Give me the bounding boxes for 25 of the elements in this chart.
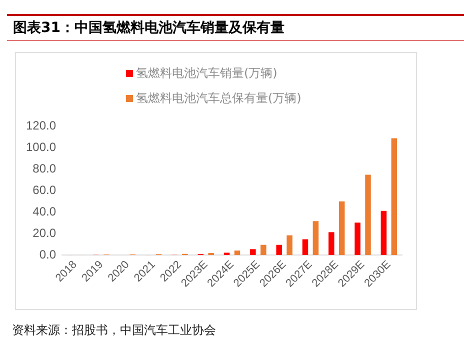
bar [286,235,292,256]
bar [380,210,387,256]
text: 资料来源：招股书，中国汽车工业协会 [12,322,216,339]
bar [391,138,398,256]
chart-title: 图表31：中国氢燃料电池汽车销量及保有量 [13,19,284,37]
y-tick-label: 20.0 [32,226,56,240]
y-tick-label: 40.0 [32,204,56,218]
y-tick-label: 100.0 [26,140,56,154]
y-tick-label: 120.0 [26,118,56,133]
bar [260,244,266,256]
legend-label: 氢燃料电池汽车销量(万辆) [136,65,278,82]
bar [224,252,230,256]
y-tick-label: 60.0 [32,183,56,197]
bar [338,201,345,256]
bar [328,232,334,256]
bar [312,221,319,256]
bar [276,244,282,256]
bar [365,174,371,256]
bar [250,249,256,256]
y-tick-label: 0.0 [39,247,56,262]
y-tick-label: 80.0 [32,162,56,176]
legend-label: 氢燃料电池汽车总保有量(万辆) [136,90,302,107]
bar [354,222,360,256]
bar [302,239,308,256]
bar [234,250,240,256]
